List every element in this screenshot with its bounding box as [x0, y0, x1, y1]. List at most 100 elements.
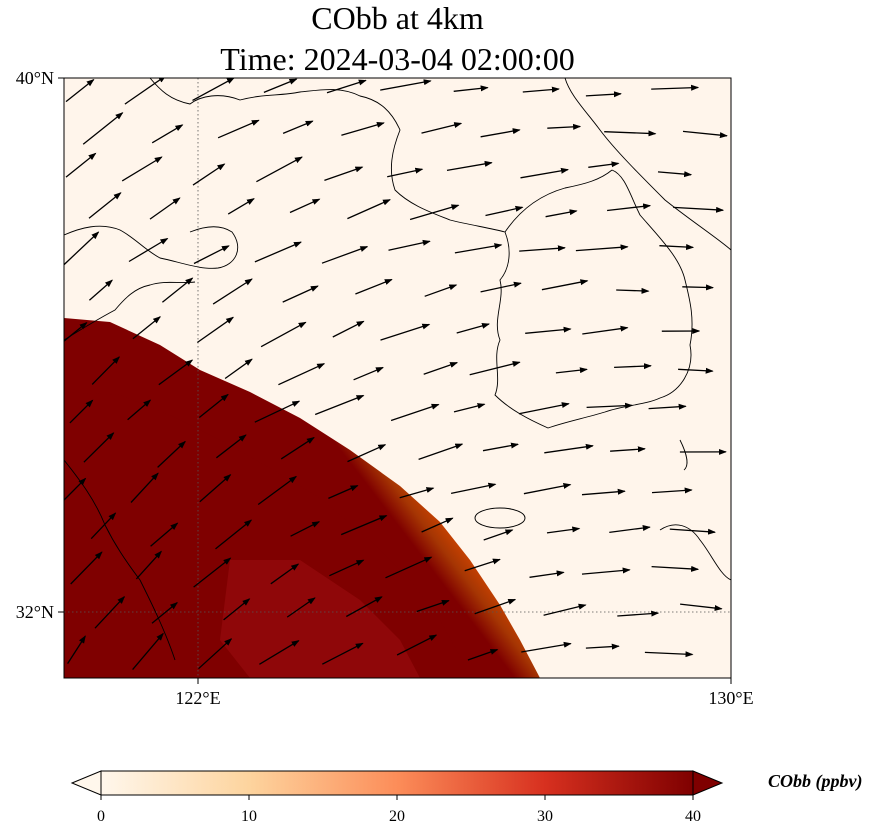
coastline-japan: [564, 78, 731, 251]
wind-arrow: [545, 209, 578, 218]
wind-arrow: [446, 160, 493, 172]
wind-arrow: [659, 244, 695, 251]
wind-arrow: [680, 603, 723, 611]
coastline-tsushima: [679, 439, 688, 471]
wind-arrow: [657, 171, 693, 178]
wind-arrow: [332, 320, 365, 338]
wind-arrow: [278, 363, 326, 386]
wind-arrow: [329, 559, 365, 577]
wind-arrow: [418, 443, 464, 461]
wind-arrow: [581, 488, 626, 496]
wind-arrow: [198, 393, 229, 419]
wind-arrow: [678, 367, 714, 374]
wind-arrow: [582, 325, 629, 335]
wind-arrow: [396, 634, 438, 656]
colorbar-tick-label: 30: [537, 808, 553, 825]
wind-arrow: [199, 474, 232, 503]
wind-arrow: [416, 599, 450, 613]
wind-arrow: [67, 635, 86, 664]
wind-arrow: [70, 551, 103, 585]
wind-arrow: [254, 400, 301, 423]
wind-arrow: [149, 197, 181, 220]
coastline-jeju: [474, 507, 526, 529]
wind-arrow: [586, 402, 634, 409]
wind-arrow: [254, 241, 302, 263]
colorbar-extend-min: [70, 770, 102, 796]
wind-arrow: [610, 446, 646, 453]
wind-arrow: [614, 363, 652, 370]
wind-arrow: [480, 128, 521, 138]
wind-arrow: [347, 199, 391, 220]
wind-arrow: [575, 244, 629, 252]
colorbar-tick-label: 10: [241, 808, 257, 825]
wind-arrow: [290, 521, 321, 537]
wind-arrow: [223, 598, 251, 621]
wind-arrow: [282, 285, 319, 303]
wind-arrow: [65, 78, 95, 103]
wind-arrow: [519, 245, 566, 252]
wind-arrow: [158, 359, 194, 386]
wind-arrow: [193, 245, 230, 265]
wind-arrow: [581, 567, 631, 575]
x-tick-label-122e: 122°E: [175, 688, 220, 708]
wind-arrow: [421, 122, 463, 134]
wind-arrow: [450, 482, 497, 495]
wind-arrow: [485, 205, 524, 217]
wind-arrow: [94, 595, 126, 629]
wind-arrow: [588, 161, 620, 168]
wind-arrow: [673, 206, 725, 213]
wind-arrow: [341, 121, 385, 136]
wind-arrow: [453, 85, 489, 92]
wind-arrow: [525, 326, 572, 334]
wind-arrow: [322, 642, 364, 665]
wind-arrow: [324, 166, 364, 182]
wind-arrow: [128, 237, 169, 263]
wind-arrow: [469, 361, 521, 376]
wind-arrow: [314, 394, 365, 416]
wind-arrow: [286, 597, 316, 618]
wind-arrow: [135, 550, 162, 580]
concentration-inner-band: [220, 560, 420, 678]
wind-arrow: [547, 123, 582, 130]
wind-arrow: [151, 601, 178, 624]
wind-arrow: [529, 570, 565, 578]
colorbar-extend-max: [692, 770, 724, 796]
wind-arrow: [127, 399, 152, 421]
wind-arrow: [409, 204, 460, 221]
wind-arrow: [609, 525, 651, 534]
wind-arrow: [192, 78, 235, 101]
wind-arrow: [198, 638, 233, 670]
wind-arrow: [224, 358, 253, 380]
wind-arrow: [321, 245, 369, 264]
wind-arrow: [90, 512, 117, 540]
wind-arrow: [682, 130, 728, 139]
wind-arrow: [216, 434, 247, 459]
wind-arrow: [121, 156, 163, 182]
wind-arrow: [651, 84, 700, 91]
wind-arrow: [385, 556, 433, 579]
wind-arrow: [474, 598, 517, 615]
wind-arrow: [454, 243, 503, 254]
wind-arrow: [83, 432, 115, 463]
wind-arrow: [651, 565, 700, 572]
y-tick-label-32n: 32°N: [16, 602, 54, 622]
coastline-kyushu: [659, 524, 731, 581]
wind-arrow: [424, 284, 458, 297]
wind-arrow: [88, 192, 122, 219]
wind-arrow: [380, 79, 432, 91]
map-title-line-1: CObb at 4km: [311, 0, 484, 36]
wind-arrow: [124, 78, 167, 105]
axis-ticks: [58, 77, 732, 684]
wind-arrow: [648, 403, 687, 410]
wind-arrow: [607, 203, 652, 212]
wind-arrow: [65, 152, 97, 178]
wind-arrow: [467, 648, 499, 661]
wind-arrow: [259, 640, 300, 665]
wind-arrow: [555, 367, 588, 374]
wind-arrow: [161, 277, 194, 303]
wind-arrow: [423, 361, 459, 375]
wind-arrow: [421, 517, 454, 533]
y-tick-label-40n: 40°N: [16, 68, 54, 88]
wind-arrow: [326, 79, 367, 94]
